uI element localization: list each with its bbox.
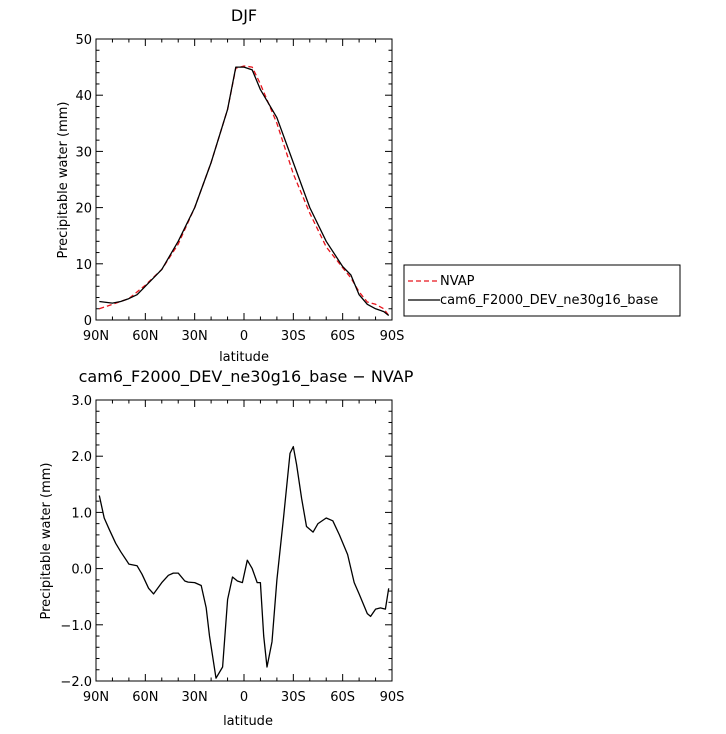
chart-1-xtick-label: 30S: [281, 329, 306, 344]
chart-1-ytick-label: 50: [75, 33, 92, 48]
panel-bottom: cam6_F2000_DEV_ne30g16_base − NVAP 90N 60…: [39, 367, 414, 729]
chart-2-plot-frame: [95, 399, 393, 682]
chart-1-series-line-2: [99, 66, 390, 317]
chart-2-xtick-label: 60S: [330, 690, 355, 705]
chart-2-ytick-label: 3.0: [71, 394, 92, 409]
chart-2-series-line-1: [98, 445, 390, 679]
chart-2-xtick-label: 30S: [281, 690, 306, 705]
chart-1-ylabel: Precipitable water (mm): [56, 102, 71, 259]
chart-1-legend-box: [403, 264, 681, 317]
chart-2-ytick-label: 0.0: [71, 563, 92, 578]
chart-1-legend-label-nvap: NVAP: [440, 274, 475, 289]
panel-top: DJF 90N 60N 30N 0 30S 60S 90S 0 10 20 30 40 50 latit…: [56, 6, 681, 365]
chart-2-ytick-label: −2.0: [60, 675, 92, 690]
chart-2-ytick-label: 1.0: [71, 506, 92, 521]
chart-1-ytick-label: 0: [84, 314, 92, 329]
chart-2-ytick-label: −1.0: [60, 619, 92, 634]
chart-1-ytick-label: 20: [75, 202, 92, 217]
chart-1-ytick-label: 40: [75, 89, 92, 104]
chart-1-title: DJF: [231, 6, 257, 25]
chart-1-xlabel: latitude: [219, 350, 269, 365]
chart-1-xtick-label: 60N: [132, 329, 158, 344]
chart-1-ytick-label: 30: [75, 145, 92, 160]
chart-2-ytick-label: 2.0: [71, 450, 92, 465]
chart-1-ytick-label: 10: [75, 258, 92, 273]
chart-2-xtick-label: 0: [240, 690, 248, 705]
chart-1-series-line-1: [99, 65, 390, 316]
chart-1-xtick-label: 30N: [182, 329, 208, 344]
chart-1-plot-frame: [95, 38, 393, 321]
chart-2-xtick-label: 30N: [182, 690, 208, 705]
chart-1-xtick-label: 90S: [380, 329, 405, 344]
chart-2-xtick-label: 90S: [380, 690, 405, 705]
chart-2-xtick-label: 60N: [132, 690, 158, 705]
chart-1-legend: NVAP cam6_F2000_DEV_ne30g16_base: [403, 264, 681, 317]
chart-2-title: cam6_F2000_DEV_ne30g16_base − NVAP: [79, 367, 414, 387]
chart-2-ylabel: Precipitable water (mm): [39, 463, 54, 620]
chart-1-legend-label-model: cam6_F2000_DEV_ne30g16_base: [440, 293, 658, 308]
chart-1-xtick-label: 90N: [83, 329, 109, 344]
chart-1-xtick-label: 0: [240, 329, 248, 344]
chart-2-xlabel: latitude: [223, 714, 273, 729]
chart-1-xtick-label: 60S: [330, 329, 355, 344]
chart-2-xtick-label: 90N: [83, 690, 109, 705]
